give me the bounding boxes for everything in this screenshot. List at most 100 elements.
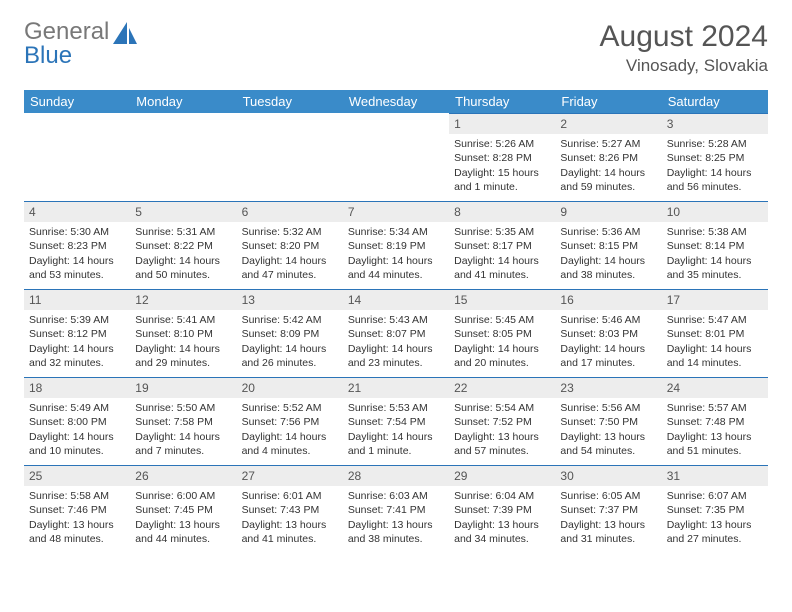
calendar-week-row: 25Sunrise: 5:58 AMSunset: 7:46 PMDayligh… [24, 465, 768, 553]
day-details: Sunrise: 6:03 AMSunset: 7:41 PMDaylight:… [343, 486, 449, 550]
calendar-cell: 9Sunrise: 5:36 AMSunset: 8:15 PMDaylight… [555, 201, 661, 289]
daylight-line: Daylight: 14 hours and 10 minutes. [29, 430, 125, 458]
sunrise-line: Sunrise: 5:39 AM [29, 313, 125, 327]
day-number: 22 [449, 377, 555, 398]
sunset-line: Sunset: 7:52 PM [454, 415, 550, 429]
calendar-cell: 20Sunrise: 5:52 AMSunset: 7:56 PMDayligh… [237, 377, 343, 465]
calendar-cell: 10Sunrise: 5:38 AMSunset: 8:14 PMDayligh… [662, 201, 768, 289]
sunrise-line: Sunrise: 5:36 AM [560, 225, 656, 239]
calendar-cell: 6Sunrise: 5:32 AMSunset: 8:20 PMDaylight… [237, 201, 343, 289]
sunrise-line: Sunrise: 5:52 AM [242, 401, 338, 415]
logo-sail-icon [113, 22, 139, 44]
sunrise-line: Sunrise: 5:28 AM [667, 137, 763, 151]
sunrise-line: Sunrise: 5:32 AM [242, 225, 338, 239]
daylight-line: Daylight: 13 hours and 31 minutes. [560, 518, 656, 546]
day-details: Sunrise: 5:54 AMSunset: 7:52 PMDaylight:… [449, 398, 555, 462]
calendar-cell: 8Sunrise: 5:35 AMSunset: 8:17 PMDaylight… [449, 201, 555, 289]
sunset-line: Sunset: 8:26 PM [560, 151, 656, 165]
day-details: Sunrise: 5:34 AMSunset: 8:19 PMDaylight:… [343, 222, 449, 286]
location-label: Vinosady, Slovakia [600, 56, 768, 76]
calendar-cell: . [24, 113, 130, 201]
sunset-line: Sunset: 8:12 PM [29, 327, 125, 341]
calendar-body: ....1Sunrise: 5:26 AMSunset: 8:28 PMDayl… [24, 113, 768, 553]
sunrise-line: Sunrise: 5:42 AM [242, 313, 338, 327]
daylight-line: Daylight: 14 hours and 26 minutes. [242, 342, 338, 370]
sunset-line: Sunset: 8:05 PM [454, 327, 550, 341]
day-number: 9 [555, 201, 661, 222]
day-details: Sunrise: 5:46 AMSunset: 8:03 PMDaylight:… [555, 310, 661, 374]
day-number: 27 [237, 465, 343, 486]
daylight-line: Daylight: 13 hours and 57 minutes. [454, 430, 550, 458]
daylight-line: Daylight: 14 hours and 56 minutes. [667, 166, 763, 194]
day-number: 23 [555, 377, 661, 398]
calendar-cell: 30Sunrise: 6:05 AMSunset: 7:37 PMDayligh… [555, 465, 661, 553]
sunrise-line: Sunrise: 6:05 AM [560, 489, 656, 503]
calendar-cell: 5Sunrise: 5:31 AMSunset: 8:22 PMDaylight… [130, 201, 236, 289]
daylight-line: Daylight: 13 hours and 41 minutes. [242, 518, 338, 546]
sunrise-line: Sunrise: 5:53 AM [348, 401, 444, 415]
sunrise-line: Sunrise: 5:31 AM [135, 225, 231, 239]
daylight-line: Daylight: 13 hours and 51 minutes. [667, 430, 763, 458]
logo: General Blue [24, 20, 139, 68]
sunset-line: Sunset: 8:17 PM [454, 239, 550, 253]
month-title: August 2024 [600, 20, 768, 54]
day-details: Sunrise: 5:50 AMSunset: 7:58 PMDaylight:… [130, 398, 236, 462]
sunset-line: Sunset: 7:54 PM [348, 415, 444, 429]
sunset-line: Sunset: 7:41 PM [348, 503, 444, 517]
calendar-cell: 27Sunrise: 6:01 AMSunset: 7:43 PMDayligh… [237, 465, 343, 553]
calendar-cell: 22Sunrise: 5:54 AMSunset: 7:52 PMDayligh… [449, 377, 555, 465]
calendar-cell: 24Sunrise: 5:57 AMSunset: 7:48 PMDayligh… [662, 377, 768, 465]
day-number: 15 [449, 289, 555, 310]
daylight-line: Daylight: 14 hours and 23 minutes. [348, 342, 444, 370]
day-number: 24 [662, 377, 768, 398]
sunset-line: Sunset: 7:56 PM [242, 415, 338, 429]
day-number: 12 [130, 289, 236, 310]
daylight-line: Daylight: 13 hours and 54 minutes. [560, 430, 656, 458]
sunrise-line: Sunrise: 5:43 AM [348, 313, 444, 327]
day-details: Sunrise: 5:47 AMSunset: 8:01 PMDaylight:… [662, 310, 768, 374]
title-block: August 2024 Vinosady, Slovakia [600, 20, 768, 76]
day-number: 30 [555, 465, 661, 486]
day-number: 10 [662, 201, 768, 222]
sunset-line: Sunset: 7:37 PM [560, 503, 656, 517]
day-details: Sunrise: 5:30 AMSunset: 8:23 PMDaylight:… [24, 222, 130, 286]
calendar-cell: 31Sunrise: 6:07 AMSunset: 7:35 PMDayligh… [662, 465, 768, 553]
daylight-line: Daylight: 14 hours and 59 minutes. [560, 166, 656, 194]
day-details: Sunrise: 5:41 AMSunset: 8:10 PMDaylight:… [130, 310, 236, 374]
dow-fri: Friday [555, 90, 661, 113]
sunset-line: Sunset: 7:50 PM [560, 415, 656, 429]
day-details: Sunrise: 6:04 AMSunset: 7:39 PMDaylight:… [449, 486, 555, 550]
calendar-cell: 25Sunrise: 5:58 AMSunset: 7:46 PMDayligh… [24, 465, 130, 553]
day-number: 13 [237, 289, 343, 310]
sunrise-line: Sunrise: 5:34 AM [348, 225, 444, 239]
calendar-cell: 26Sunrise: 6:00 AMSunset: 7:45 PMDayligh… [130, 465, 236, 553]
day-details: Sunrise: 5:49 AMSunset: 8:00 PMDaylight:… [24, 398, 130, 462]
logo-text-gray: General [24, 18, 109, 45]
sunrise-line: Sunrise: 5:45 AM [454, 313, 550, 327]
day-details: Sunrise: 5:36 AMSunset: 8:15 PMDaylight:… [555, 222, 661, 286]
day-number: 17 [662, 289, 768, 310]
dow-mon: Monday [130, 90, 236, 113]
day-number: 8 [449, 201, 555, 222]
sunset-line: Sunset: 8:25 PM [667, 151, 763, 165]
dow-wed: Wednesday [343, 90, 449, 113]
calendar-week-row: 18Sunrise: 5:49 AMSunset: 8:00 PMDayligh… [24, 377, 768, 465]
sunset-line: Sunset: 7:35 PM [667, 503, 763, 517]
daylight-line: Daylight: 13 hours and 27 minutes. [667, 518, 763, 546]
daylight-line: Daylight: 13 hours and 38 minutes. [348, 518, 444, 546]
day-number: 25 [24, 465, 130, 486]
sunset-line: Sunset: 8:01 PM [667, 327, 763, 341]
day-details: Sunrise: 6:05 AMSunset: 7:37 PMDaylight:… [555, 486, 661, 550]
day-details: Sunrise: 6:01 AMSunset: 7:43 PMDaylight:… [237, 486, 343, 550]
daylight-line: Daylight: 13 hours and 48 minutes. [29, 518, 125, 546]
daylight-line: Daylight: 14 hours and 20 minutes. [454, 342, 550, 370]
day-of-week-row: Sunday Monday Tuesday Wednesday Thursday… [24, 90, 768, 113]
calendar-cell: 1Sunrise: 5:26 AMSunset: 8:28 PMDaylight… [449, 113, 555, 201]
dow-thu: Thursday [449, 90, 555, 113]
day-details: Sunrise: 5:27 AMSunset: 8:26 PMDaylight:… [555, 134, 661, 198]
calendar-cell: 7Sunrise: 5:34 AMSunset: 8:19 PMDaylight… [343, 201, 449, 289]
day-number: 29 [449, 465, 555, 486]
calendar-table: Sunday Monday Tuesday Wednesday Thursday… [24, 90, 768, 553]
day-details: Sunrise: 5:56 AMSunset: 7:50 PMDaylight:… [555, 398, 661, 462]
daylight-line: Daylight: 15 hours and 1 minute. [454, 166, 550, 194]
